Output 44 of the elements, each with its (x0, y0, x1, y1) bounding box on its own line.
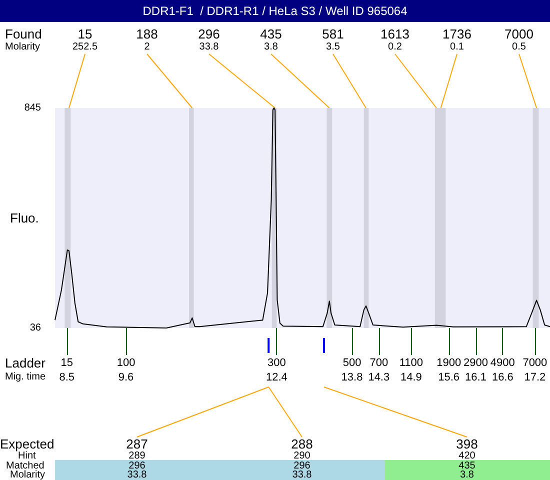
annotation: 4900 (490, 357, 515, 369)
annotation: 7000 (522, 357, 548, 369)
x-tick-label: 8.5 (59, 372, 74, 384)
annotation: 1900 (436, 357, 462, 369)
annotation: 15 (60, 357, 73, 369)
x-tick-label: 15.6 (438, 372, 460, 384)
annotation: 398 420 435 3.8 (456, 436, 478, 480)
y-axis-title: Fluo. (10, 210, 39, 226)
x-tick-label: 17.2 (524, 372, 546, 384)
annotation: 296 33.8 (198, 26, 220, 52)
x-tick-label: 9.6 (118, 372, 134, 384)
x-axis-title: Mig. time (5, 372, 46, 382)
annotation: 15 252.5 (72, 26, 98, 52)
text: Ladder (5, 356, 46, 370)
annotation: 2900 (464, 357, 488, 369)
annotation: 1736 0.1 (442, 26, 472, 52)
annotation: 435 3.8 (260, 26, 282, 52)
y-tick-label: 845 (24, 102, 42, 114)
x-tick-label: 16.1 (465, 372, 486, 384)
annotation: 300 (267, 357, 286, 369)
annotation: 581 3.5 (322, 26, 344, 52)
annotation: 288 290 296 33.8 (291, 436, 313, 480)
text: Hint (18, 450, 36, 462)
x-tick-label: 14.3 (368, 372, 390, 384)
annotation: 188 2 (136, 26, 158, 52)
x-tick-label: 12.4 (266, 372, 288, 384)
annotation: 287 289 296 33.8 (126, 436, 148, 480)
text: Molarity (10, 470, 46, 480)
annotation: 1613 0.2 (380, 26, 410, 52)
y-tick-label: 36 (30, 322, 42, 334)
x-tick-label: 13.8 (341, 372, 363, 384)
text: Matched (6, 460, 44, 472)
line-series (54, 108, 550, 328)
x-tick-label: 14.9 (400, 372, 422, 384)
annotation: 100 (116, 357, 136, 369)
text: Expected (0, 436, 54, 452)
annotation: 700 (370, 357, 388, 369)
chart-title: DDR1-F1 / DDR1-R1 / HeLa S3 / Well ID 965064 (142, 4, 408, 18)
annotation: 500 (342, 357, 362, 369)
annotation: 7000 0.5 (504, 26, 534, 52)
x-tick-label: 16.6 (492, 372, 514, 384)
annotation: 1100 (399, 357, 424, 369)
text: Molarity (5, 42, 40, 52)
text: Found (5, 26, 42, 42)
